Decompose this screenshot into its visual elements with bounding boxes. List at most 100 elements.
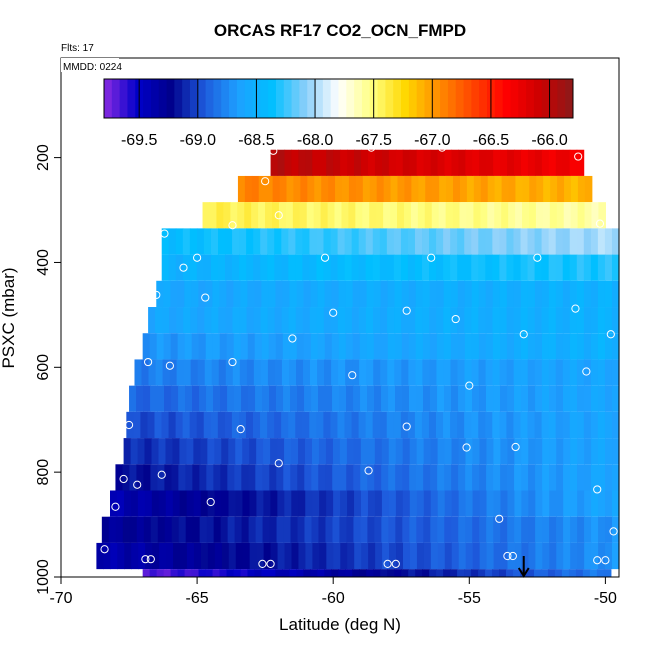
heatmap-cell xyxy=(583,411,592,439)
heatmap-cell xyxy=(527,333,536,360)
heatmap-cell xyxy=(590,228,599,255)
heatmap-cell xyxy=(533,569,542,577)
heatmap-cell xyxy=(251,175,260,203)
heatmap-cell xyxy=(444,149,453,176)
heatmap-cell xyxy=(514,464,522,491)
heatmap-cell xyxy=(244,175,253,203)
heatmap-cell xyxy=(562,280,571,308)
heatmap-cell xyxy=(500,516,508,543)
heatmap-cell xyxy=(192,516,201,543)
heatmap-cell xyxy=(548,228,557,255)
heatmap-cell xyxy=(541,307,550,334)
heatmap-cell xyxy=(471,254,479,281)
heatmap-cell xyxy=(166,542,174,570)
sample-point xyxy=(152,290,161,300)
heatmap-cell xyxy=(310,333,319,360)
heatmap-cell xyxy=(275,280,284,308)
colorbar-cell xyxy=(260,79,269,118)
heatmap-cell xyxy=(422,569,430,577)
heatmap-cell xyxy=(316,411,324,439)
heatmap-cell xyxy=(247,333,256,360)
heatmap-cell xyxy=(96,542,104,570)
heatmap-cell xyxy=(492,569,500,577)
heatmap-cell xyxy=(381,490,390,517)
sample-point xyxy=(367,143,376,152)
heatmap-cell xyxy=(282,569,290,577)
heatmap-cell xyxy=(190,359,199,386)
heatmap-cell xyxy=(126,411,134,439)
heatmap-cell xyxy=(584,385,592,412)
heatmap-cell xyxy=(472,149,480,176)
heatmap-cell xyxy=(479,516,487,543)
heatmap-cell xyxy=(283,385,291,412)
heatmap-cell xyxy=(563,464,571,491)
heatmap-cell xyxy=(450,333,459,360)
heatmap-cell xyxy=(365,307,374,334)
heatmap-cell xyxy=(198,333,207,360)
heatmap-cell xyxy=(233,280,241,308)
heatmap-cell xyxy=(256,438,264,465)
heatmap-cell xyxy=(408,333,417,360)
heatmap-cell xyxy=(577,464,585,491)
colorbar-cell xyxy=(166,79,175,118)
heatmap-cell xyxy=(147,411,156,439)
heatmap-cell xyxy=(597,307,606,334)
heatmap-cell xyxy=(436,569,444,577)
heatmap-cell xyxy=(142,333,151,360)
heatmap-cell xyxy=(591,385,599,412)
colorbar-cell xyxy=(432,79,441,118)
heatmap-cell xyxy=(436,228,444,255)
heatmap-cell xyxy=(191,280,199,308)
sample-point xyxy=(179,263,188,272)
heatmap-cell xyxy=(246,359,255,386)
colorbar-cell xyxy=(354,79,363,118)
heatmap-cell xyxy=(430,516,438,543)
heatmap-cell xyxy=(515,175,523,203)
heatmap-cell xyxy=(129,464,138,491)
heatmap-cell xyxy=(268,280,277,308)
heatmap-cell xyxy=(400,411,409,439)
heatmap-cell xyxy=(302,307,311,334)
heatmap-cell xyxy=(334,202,343,229)
heatmap-cell xyxy=(291,149,300,176)
heatmap-cell xyxy=(396,542,404,570)
heatmap-cell xyxy=(522,175,530,203)
heatmap-cell xyxy=(184,569,193,577)
heatmap-cell xyxy=(232,307,241,334)
heatmap-cell xyxy=(230,202,238,229)
heatmap-cell xyxy=(374,149,383,176)
heatmap-cell xyxy=(416,385,424,412)
heatmap-cell xyxy=(302,228,311,255)
heatmap-cell xyxy=(457,254,465,281)
sample-point xyxy=(274,459,283,468)
colorbar-cell xyxy=(526,79,535,118)
heatmap-cell xyxy=(233,333,242,360)
heatmap-cell xyxy=(563,385,571,412)
heatmap-cell xyxy=(418,175,426,203)
heatmap-cell xyxy=(333,542,341,570)
heatmap-cell xyxy=(415,333,424,360)
heatmap-cell xyxy=(471,411,479,439)
heatmap-cell xyxy=(359,280,368,308)
x-tick-label: -60 xyxy=(322,590,345,607)
heatmap-cell xyxy=(534,333,543,360)
heatmap-cell xyxy=(541,280,550,308)
heatmap-cell xyxy=(563,490,571,517)
heatmap-cell xyxy=(494,175,503,203)
heatmap-cell xyxy=(186,542,195,570)
heatmap-cell xyxy=(478,280,487,308)
heatmap-cell xyxy=(200,438,208,465)
heatmap-cell xyxy=(262,516,271,543)
heatmap-cell xyxy=(486,385,494,412)
heatmap-cell xyxy=(464,359,473,386)
heatmap-cell xyxy=(408,569,416,577)
heatmap-cell xyxy=(395,516,403,543)
heatmap-cell xyxy=(557,175,565,203)
heatmap-cell xyxy=(535,385,543,412)
heatmap-cell xyxy=(360,385,368,412)
heatmap-cell xyxy=(151,490,160,517)
heatmap-cell xyxy=(556,464,564,491)
heatmap-cell xyxy=(373,569,381,577)
heatmap-cell xyxy=(402,438,411,465)
heatmap-cell xyxy=(136,464,145,491)
